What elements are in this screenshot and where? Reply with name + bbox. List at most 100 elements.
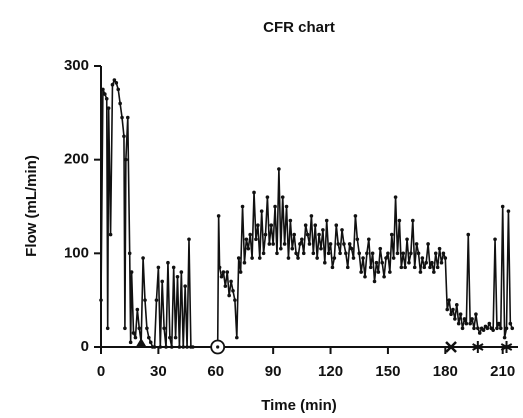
data-point [476,326,480,331]
data-point [477,331,482,335]
data-point [376,270,381,274]
data-point [275,251,279,256]
data-point [216,214,221,218]
data-point [261,251,266,256]
data-point [219,274,224,279]
data-point [351,256,356,260]
data-point [323,260,327,265]
data-point [326,251,331,256]
data-point [416,251,421,256]
data-point [399,265,404,270]
data-point [462,317,467,321]
data-point [171,265,176,270]
data-point [389,232,394,237]
data-point [252,190,256,195]
data-point [460,326,465,331]
data-point [428,265,432,270]
data-point [321,228,325,232]
data-point [269,223,274,228]
data-point [493,237,497,242]
data-point [124,157,128,162]
data-point [183,284,187,288]
data-point [412,265,417,270]
data-point [217,265,222,270]
data-point [127,251,132,256]
data-point [185,345,189,349]
data-point [160,279,165,284]
data-point [154,298,159,302]
data-point [506,209,511,213]
data-point [437,246,442,251]
data-point [361,256,365,260]
data-point [273,204,277,209]
data-point [374,260,379,265]
data-point [372,279,377,284]
data-point [118,101,122,106]
data-point [263,232,268,237]
data-point [409,251,413,256]
data-point [456,321,461,326]
data-point [500,204,505,209]
data-point [290,246,295,251]
data-point [227,293,231,298]
data-point [458,312,463,317]
data-point [116,87,121,92]
data-point [125,115,130,120]
data-point [156,265,161,270]
data-point [106,106,111,110]
data-point [472,326,476,331]
data-point [355,237,360,242]
data-point [303,223,308,228]
data-point [313,223,318,228]
x-tick-label: 90 [265,363,282,380]
data-point [433,251,438,256]
data-point [340,228,344,232]
data-point [311,251,316,256]
data-point [238,270,243,274]
data-point [430,260,434,265]
data-point [401,251,406,256]
data-point [250,256,254,260]
data-point [393,195,398,199]
data-point [420,256,425,260]
data-point [152,345,157,349]
data-point [99,298,103,302]
data-point [319,246,323,251]
data-point [508,321,513,326]
data-point [271,242,275,246]
data-point [181,345,186,349]
data-point [104,96,109,101]
data-point [315,256,319,260]
data-point [403,265,407,270]
data-point [288,218,293,223]
data-point [141,256,145,260]
data-point [120,115,124,120]
x-tick-label: 150 [375,363,400,380]
x-tick-label: 0 [97,363,105,380]
data-point [284,204,289,209]
data-point [296,256,300,260]
data-point [122,134,126,139]
data-point [223,284,228,288]
data-point [439,260,444,265]
data-point [485,326,490,331]
data-point [338,251,342,256]
data-point [474,312,478,317]
data-point [133,335,138,340]
data-point [441,251,446,256]
data-point [162,326,166,331]
data-point [470,317,474,321]
data-point [359,270,363,274]
data-point [280,195,285,199]
data-point [173,335,178,340]
x-tick-label: 60 [207,363,224,380]
data-point [110,82,115,87]
data-point [282,242,287,246]
data-point [451,307,455,312]
data-point [380,260,384,265]
data-point [246,246,251,251]
data-point [347,242,352,246]
data-point [177,345,182,349]
data-point [231,289,235,293]
data-point [309,214,314,218]
